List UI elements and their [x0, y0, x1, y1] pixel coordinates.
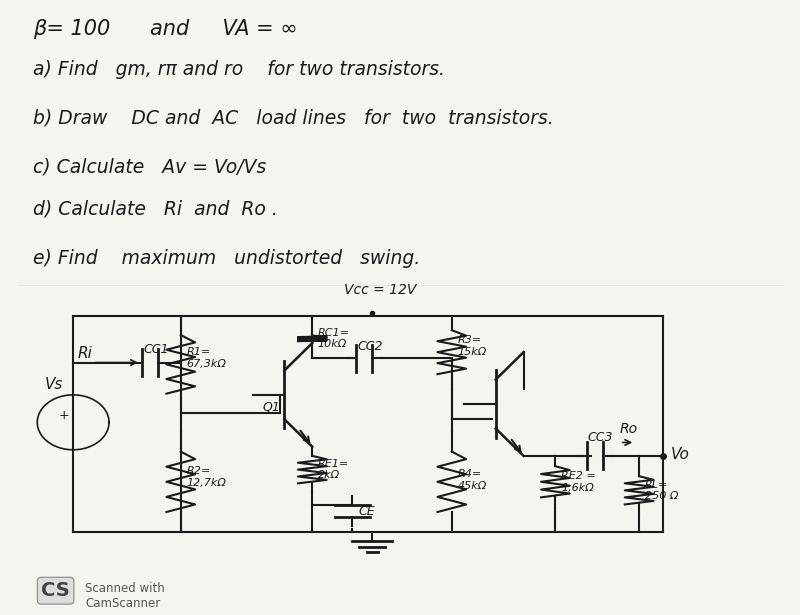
Text: Vs: Vs: [46, 377, 64, 392]
Text: RL=
250 Ω: RL= 250 Ω: [645, 480, 678, 501]
Text: CS: CS: [42, 581, 70, 600]
Text: e) Find    maximum   undistorted   swing.: e) Find maximum undistorted swing.: [34, 248, 421, 268]
Text: b) Draw    DC and  AC   load lines   for  two  transistors.: b) Draw DC and AC load lines for two tra…: [34, 108, 554, 127]
Text: R1=
67,3kΩ: R1= 67,3kΩ: [186, 347, 226, 369]
Text: Vcc = 12V: Vcc = 12V: [344, 284, 417, 297]
Text: Q1: Q1: [262, 400, 280, 413]
Text: Ro: Ro: [619, 422, 638, 435]
Text: R2=
12,7kΩ: R2= 12,7kΩ: [186, 466, 226, 488]
Text: Ri: Ri: [77, 346, 92, 361]
Text: CC1: CC1: [143, 343, 169, 357]
Text: c) Calculate   Av = Vo/Vs: c) Calculate Av = Vo/Vs: [34, 157, 266, 177]
Text: Vo: Vo: [671, 447, 690, 462]
Text: CE: CE: [358, 505, 375, 518]
Text: R3=
15kΩ: R3= 15kΩ: [458, 335, 486, 357]
Text: CC2: CC2: [358, 340, 383, 354]
Text: R4=
45kΩ: R4= 45kΩ: [458, 469, 486, 491]
Text: a) Find   gm, rπ and ro    for two transistors.: a) Find gm, rπ and ro for two transistor…: [34, 60, 446, 79]
Text: RC1=
10kΩ: RC1= 10kΩ: [318, 328, 350, 349]
Text: +: +: [58, 409, 69, 422]
Text: CC3: CC3: [587, 430, 613, 443]
Text: Scanned with
CamScanner: Scanned with CamScanner: [85, 582, 165, 610]
Text: d) Calculate   Ri  and  Ro .: d) Calculate Ri and Ro .: [34, 200, 278, 219]
Text: RE2 =
1,6kΩ: RE2 = 1,6kΩ: [561, 471, 596, 493]
Text: RE1=
2kΩ: RE1= 2kΩ: [318, 459, 349, 480]
Text: β= 100      and     VA = ∞: β= 100 and VA = ∞: [34, 19, 298, 39]
